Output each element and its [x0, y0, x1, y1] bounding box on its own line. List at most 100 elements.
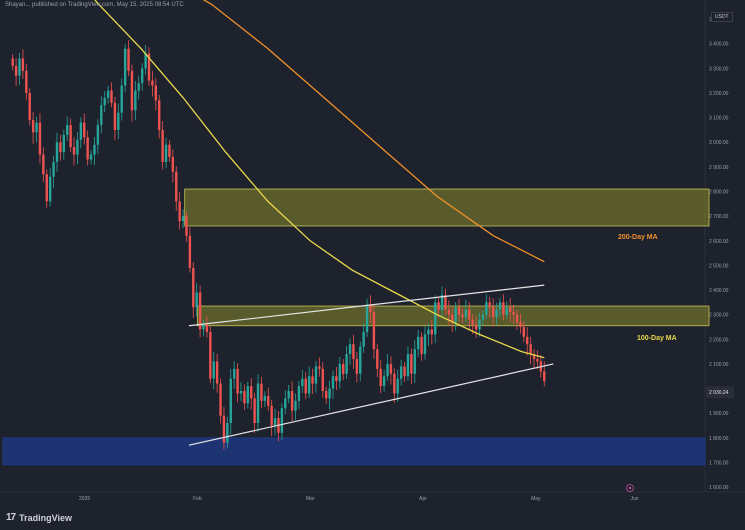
- candle-body[interactable]: [314, 366, 318, 384]
- candle-body[interactable]: [307, 376, 311, 394]
- candle-body[interactable]: [495, 309, 498, 318]
- candle-body[interactable]: [35, 122, 38, 133]
- candle-body[interactable]: [42, 154, 45, 175]
- candle-body[interactable]: [481, 314, 485, 320]
- candle-body[interactable]: [294, 400, 297, 411]
- candle-body[interactable]: [519, 322, 522, 327]
- candle-body[interactable]: [175, 171, 178, 202]
- candle-body[interactable]: [335, 376, 338, 382]
- candle-body[interactable]: [505, 307, 508, 315]
- candle-body[interactable]: [11, 58, 14, 66]
- candle-body[interactable]: [236, 368, 239, 394]
- candle-body[interactable]: [379, 368, 382, 387]
- candle-body[interactable]: [31, 120, 35, 133]
- candle-body[interactable]: [485, 302, 488, 315]
- candle-body[interactable]: [232, 368, 236, 379]
- candle-body[interactable]: [86, 137, 89, 160]
- candle-body[interactable]: [79, 122, 83, 140]
- candle-body[interactable]: [498, 302, 502, 310]
- candle-body[interactable]: [474, 324, 478, 330]
- candle-body[interactable]: [543, 371, 546, 382]
- candle-body[interactable]: [420, 336, 423, 355]
- candle-body[interactable]: [427, 329, 430, 335]
- candle-body[interactable]: [287, 391, 290, 399]
- candle-body[interactable]: [48, 176, 52, 202]
- candle-body[interactable]: [120, 85, 123, 113]
- candle-body[interactable]: [93, 144, 96, 155]
- candle-body[interactable]: [434, 302, 437, 335]
- candle-body[interactable]: [526, 336, 529, 345]
- candle-body[interactable]: [508, 307, 512, 313]
- candle-body[interactable]: [168, 144, 171, 158]
- candle-body[interactable]: [222, 415, 226, 443]
- candle-body[interactable]: [457, 307, 461, 315]
- candle-body[interactable]: [260, 383, 263, 401]
- candle-body[interactable]: [45, 174, 48, 202]
- candle-body[interactable]: [430, 329, 434, 335]
- candle-body[interactable]: [447, 309, 451, 315]
- candle-body[interactable]: [212, 361, 215, 379]
- candle-body[interactable]: [280, 408, 284, 433]
- candle-body[interactable]: [185, 216, 188, 236]
- candle-body[interactable]: [491, 307, 495, 318]
- candle-body[interactable]: [83, 122, 86, 138]
- candle-body[interactable]: [178, 201, 181, 222]
- candle-body[interactable]: [321, 368, 324, 392]
- candle-body[interactable]: [96, 124, 100, 145]
- candle-body[interactable]: [444, 294, 447, 310]
- candle-body[interactable]: [522, 326, 526, 337]
- candle-body[interactable]: [273, 418, 277, 426]
- candle-body[interactable]: [246, 386, 250, 404]
- candle-body[interactable]: [69, 124, 72, 148]
- candle-body[interactable]: [437, 302, 440, 310]
- candle-body[interactable]: [478, 319, 481, 330]
- candle-body[interactable]: [338, 363, 342, 382]
- candle-body[interactable]: [284, 398, 287, 409]
- candle-body[interactable]: [304, 378, 307, 394]
- candle-body[interactable]: [14, 65, 18, 76]
- candle-body[interactable]: [202, 324, 205, 330]
- candle-body[interactable]: [413, 349, 416, 374]
- candle-body[interactable]: [76, 139, 79, 155]
- candle-body[interactable]: [396, 378, 399, 394]
- candle-body[interactable]: [171, 157, 175, 172]
- candle-body[interactable]: [362, 331, 365, 347]
- candle-body[interactable]: [52, 161, 55, 177]
- candle-body[interactable]: [365, 304, 369, 332]
- candle-body[interactable]: [55, 142, 59, 162]
- candle-body[interactable]: [529, 344, 532, 355]
- candle-body[interactable]: [318, 366, 321, 369]
- candle-body[interactable]: [386, 363, 389, 377]
- candle-body[interactable]: [103, 97, 106, 106]
- candle-body[interactable]: [229, 378, 232, 424]
- candle-body[interactable]: [38, 122, 42, 155]
- candle-body[interactable]: [144, 53, 147, 69]
- brand-footer[interactable]: 17 TradingView: [6, 512, 72, 523]
- candle-body[interactable]: [372, 312, 376, 350]
- candle-body[interactable]: [454, 307, 457, 323]
- candle-body[interactable]: [348, 344, 352, 355]
- candle-body[interactable]: [376, 349, 379, 369]
- candle-body[interactable]: [164, 144, 168, 162]
- candle-body[interactable]: [123, 48, 127, 86]
- candle-body[interactable]: [311, 376, 314, 384]
- candle-body[interactable]: [423, 334, 427, 355]
- candle-body[interactable]: [536, 358, 539, 362]
- candle-body[interactable]: [205, 324, 209, 332]
- candle-body[interactable]: [192, 267, 195, 308]
- candle-body[interactable]: [198, 292, 202, 330]
- candle-body[interactable]: [100, 105, 103, 125]
- candle-body[interactable]: [151, 80, 154, 86]
- candle-body[interactable]: [359, 346, 362, 374]
- candle-body[interactable]: [188, 235, 192, 268]
- candle-body[interactable]: [263, 395, 267, 401]
- candle-body[interactable]: [62, 134, 65, 153]
- candle-body[interactable]: [369, 304, 372, 313]
- candle-body[interactable]: [290, 391, 294, 411]
- candle-body[interactable]: [154, 85, 157, 101]
- candle-body[interactable]: [243, 391, 246, 404]
- candle-body[interactable]: [301, 378, 304, 387]
- candle-body[interactable]: [72, 147, 76, 155]
- candle-body[interactable]: [89, 154, 93, 160]
- candle-body[interactable]: [219, 383, 222, 416]
